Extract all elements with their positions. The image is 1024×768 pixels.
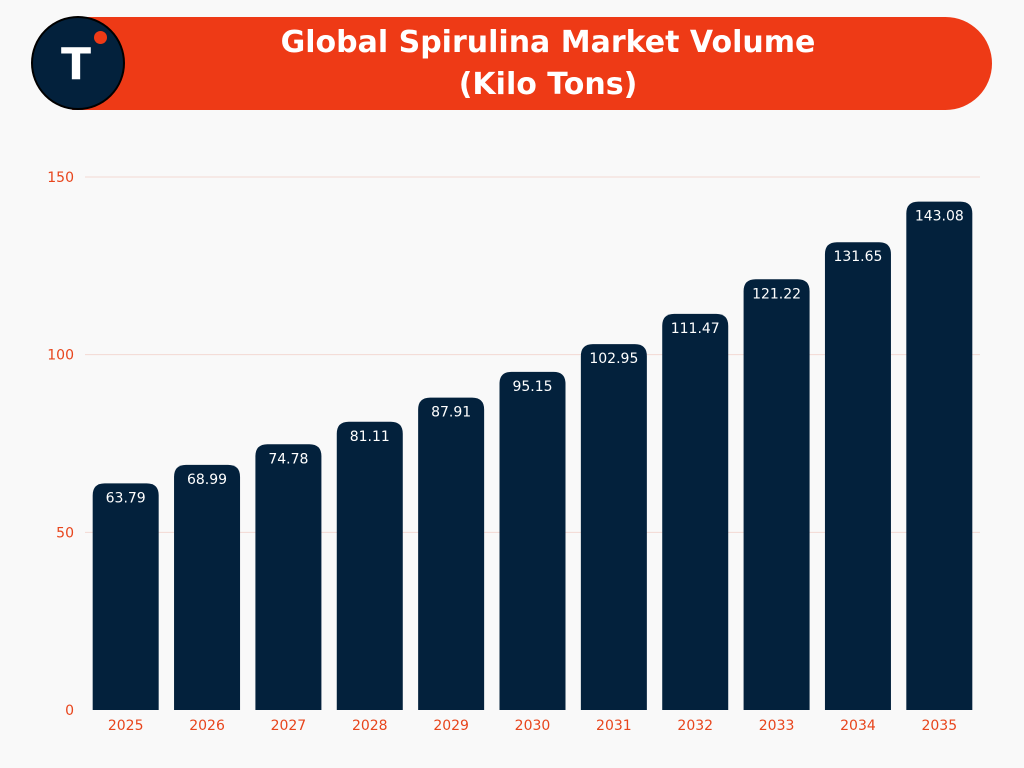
bar: [418, 397, 485, 710]
x-tick-label: 2027: [271, 718, 307, 734]
logo-dot-icon: [94, 31, 107, 44]
bar-value-label: 87.91: [431, 405, 471, 421]
bar-value-label: 95.15: [512, 379, 552, 395]
x-tick-label: 2026: [189, 718, 225, 734]
x-tick-label: 2031: [596, 718, 632, 734]
brand-logo: T: [31, 16, 125, 110]
x-tick-label: 2032: [677, 718, 713, 734]
bar: [174, 464, 241, 710]
bar-value-label: 63.79: [106, 490, 146, 506]
bar-value-label: 121.22: [752, 286, 801, 302]
bar-value-label: 131.65: [833, 249, 882, 265]
bar-value-label: 74.78: [268, 451, 308, 467]
y-tick-label: 50: [56, 525, 74, 541]
bar: [824, 242, 891, 710]
bar: [906, 201, 973, 711]
y-tick-label: 0: [65, 703, 74, 719]
bar: [92, 483, 159, 710]
x-tick-label: 2030: [515, 718, 551, 734]
logo-letter: T: [60, 39, 91, 90]
bar: [336, 421, 403, 710]
x-tick-label: 2029: [433, 718, 469, 734]
bar-value-label: 111.47: [671, 321, 720, 337]
y-tick-label: 150: [47, 170, 74, 186]
bar: [580, 344, 647, 710]
chart-title: Global Spirulina Market Volume (Kilo Ton…: [100, 17, 996, 110]
bar-value-label: 68.99: [187, 472, 227, 488]
x-tick-label: 2035: [921, 718, 957, 734]
x-tick-label: 2034: [840, 718, 876, 734]
chart-title-line-2: (Kilo Tons): [458, 66, 638, 102]
bar: [743, 279, 810, 710]
bar: [662, 313, 729, 710]
x-tick-label: 2033: [759, 718, 795, 734]
y-tick-label: 100: [47, 348, 74, 364]
bar: [499, 371, 566, 710]
x-tick-label: 2028: [352, 718, 388, 734]
title-banner: [72, 17, 992, 110]
bar-value-label: 102.95: [589, 351, 638, 367]
chart-title-line-1: Global Spirulina Market Volume: [280, 24, 816, 60]
bar: [255, 444, 322, 710]
bar-value-label: 81.11: [350, 429, 390, 445]
x-tick-label: 2025: [108, 718, 144, 734]
bar-value-label: 143.08: [915, 209, 964, 225]
